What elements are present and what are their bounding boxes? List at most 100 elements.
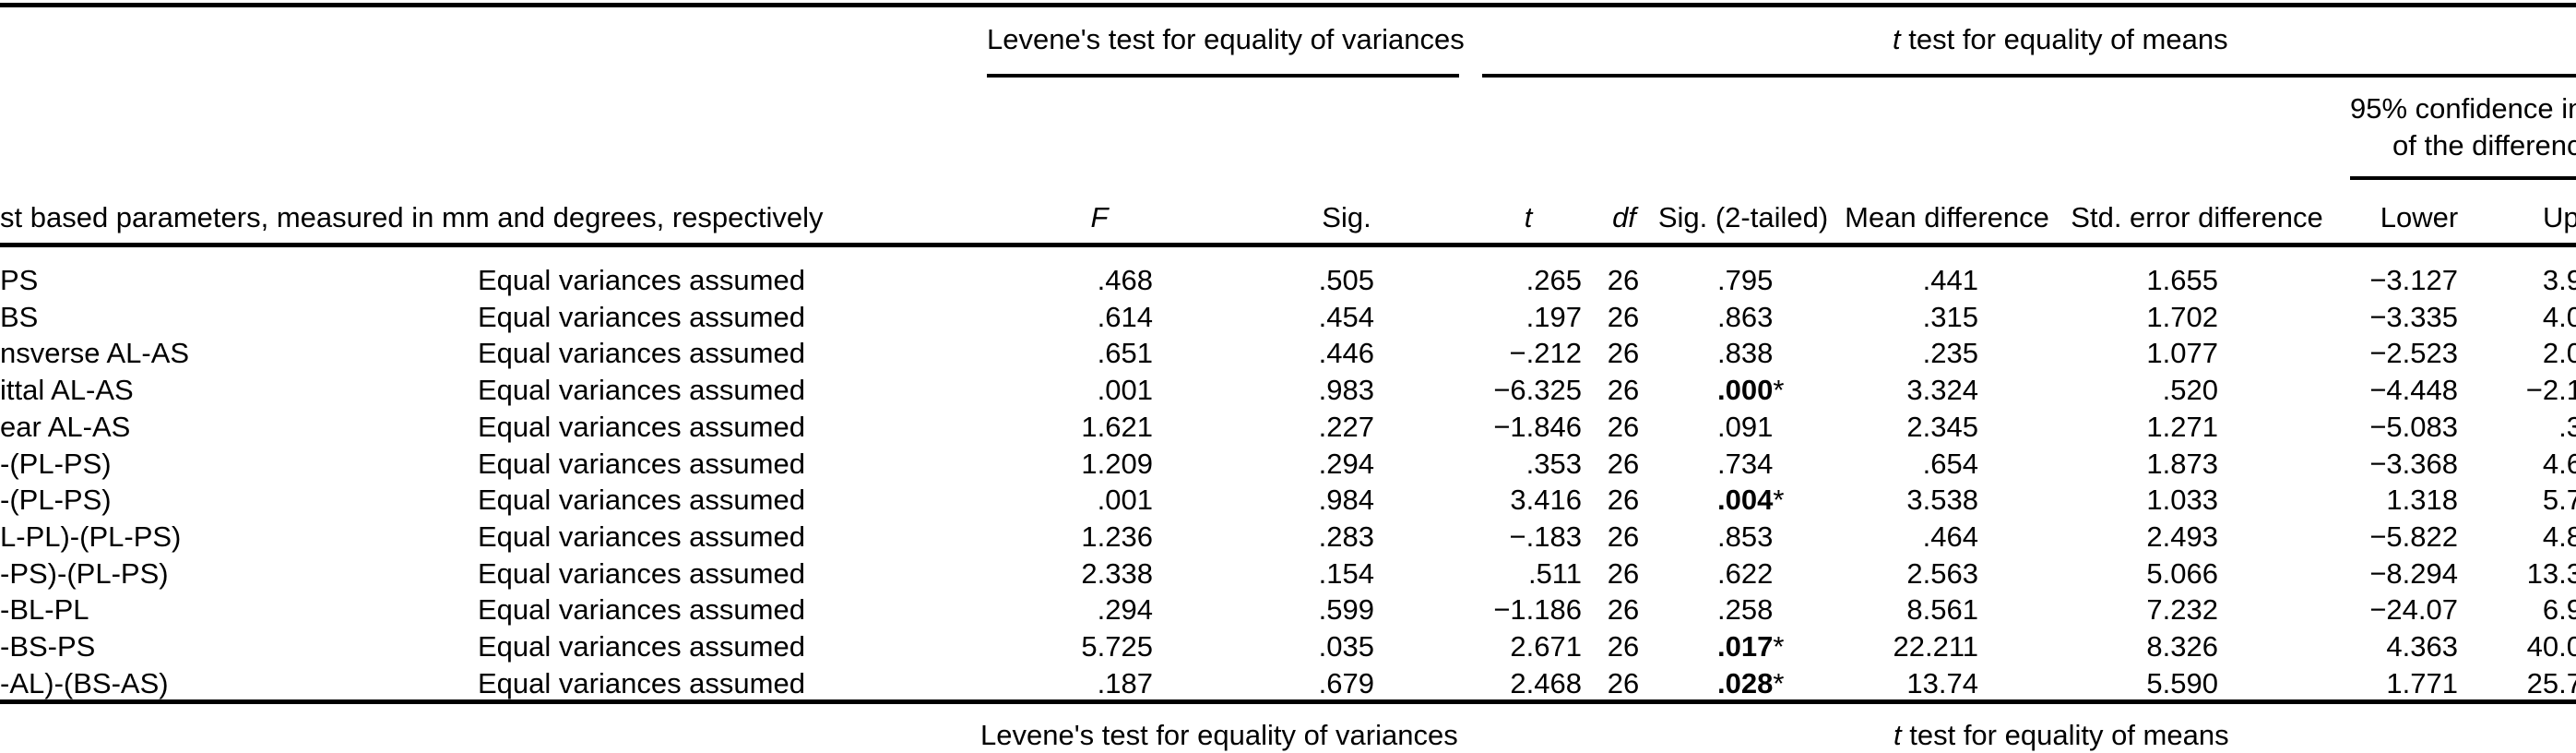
cell-f: 5.725 — [1081, 630, 1153, 663]
cell-lower: −3.127 — [2369, 264, 2458, 296]
row-label: L-PL)-(PL-PS) — [0, 520, 182, 553]
cell-variances: Equal variances assumed — [478, 520, 805, 553]
table-row: -AL)-(BS-AS) Equal variances assumed .187.… — [0, 666, 2576, 701]
table-row: -(PL-PS) Equal variances assumed .001 .984 3… — [0, 484, 2576, 518]
cell-std-error-difference: 2.493 — [2146, 520, 2218, 553]
cell-sig-2-tailed: .853 — [1717, 520, 1774, 553]
cell-mean-difference: .464 — [1922, 520, 1978, 553]
cell-variances: Equal variances assumed — [478, 337, 805, 370]
column-header-lower: Lower — [2380, 201, 2459, 233]
cell-t: .511 — [1527, 556, 1582, 590]
cell-mean-difference: 2.563 — [1906, 556, 1978, 590]
cell-upper: 4.8 — [2542, 520, 2576, 553]
cell-sig-2-tailed: .622 — [1717, 556, 1774, 590]
cell-t: −.212 — [1509, 337, 1582, 370]
table-row: PS Equal variances assumed .468 .505 .265 26.… — [0, 265, 2576, 298]
levene-spanner-label: Levene's test for equality of variances — [987, 23, 1465, 55]
cell-sig: .035 — [1318, 630, 1374, 663]
cell-sig-2-tailed: .734 — [1717, 447, 1774, 480]
column-header-mean-difference: Mean difference — [1845, 201, 2049, 233]
cell-t: .353 — [1525, 447, 1582, 480]
cell-sig: .283 — [1318, 520, 1374, 553]
cell-lower: 1.771 — [2386, 666, 2458, 699]
cell-variances: Equal variances assumed — [478, 300, 805, 333]
cell-variances: Equal variances assumed — [478, 264, 805, 296]
cell-f: .651 — [1097, 337, 1153, 370]
cell-upper: 2.0 — [2542, 337, 2576, 370]
cell-lower: −24.07 — [2369, 593, 2458, 627]
cell-sig: .983 — [1318, 374, 1374, 407]
cell-sig: .154 — [1318, 556, 1374, 590]
cell-std-error-difference: 1.655 — [2146, 264, 2218, 296]
cell-f: .468 — [1097, 264, 1153, 296]
cell-upper: 13.3 — [2526, 556, 2576, 590]
cell-std-error-difference: 7.232 — [2146, 593, 2218, 627]
column-header-parameters: st based parameters, measured in mm and … — [0, 201, 824, 233]
levene-spanner-rule — [987, 74, 1459, 78]
cell-mean-difference: 3.324 — [1906, 374, 1978, 407]
cell-f: 1.621 — [1081, 410, 1153, 443]
cell-std-error-difference: 1.271 — [2146, 410, 2218, 443]
table-row: ittal AL-AS Equal variances assumed .001 .9… — [0, 375, 2576, 408]
cell-mean-difference: .441 — [1922, 264, 1978, 296]
cell-upper: 6.9 — [2542, 593, 2576, 627]
cell-sig-2-tailed: .000* — [1717, 374, 1785, 407]
cell-std-error-difference: 1.702 — [2146, 300, 2218, 333]
cell-variances: Equal variances assumed — [478, 374, 805, 407]
table-bottom-rule — [0, 699, 2576, 704]
column-header-sig: Sig. — [1322, 201, 1371, 233]
cell-sig: .505 — [1318, 264, 1374, 296]
cell-f: .294 — [1097, 593, 1153, 627]
row-label: PS — [0, 264, 39, 296]
cell-sig-2-tailed: .017* — [1717, 630, 1785, 663]
cell-sig: .679 — [1318, 666, 1374, 699]
cell-variances: Equal variances assumed — [478, 666, 805, 699]
cell-t: −6.325 — [1493, 374, 1582, 407]
cell-std-error-difference: 8.326 — [2146, 630, 2218, 663]
cell-upper: 40.0 — [2526, 630, 2576, 663]
cell-variances: Equal variances assumed — [478, 593, 805, 627]
row-label: -BS-PS — [0, 630, 96, 663]
cell-variances: Equal variances assumed — [478, 484, 805, 517]
ci-header-line1: 95% confidence in — [2350, 92, 2576, 125]
cell-std-error-difference: 5.066 — [2146, 556, 2218, 590]
cell-std-error-difference: .520 — [2162, 374, 2218, 407]
cell-t: 3.416 — [1510, 484, 1582, 517]
cell-upper: 3.9 — [2542, 264, 2576, 296]
cell-sig: .454 — [1318, 300, 1374, 333]
cell-upper: 5.7 — [2542, 484, 2576, 517]
row-label: -(PL-PS) — [0, 447, 112, 480]
table-row: -PS)-(PL-PS) Equal variances assumed 2.338… — [0, 556, 2576, 592]
ci-spanner-rule — [2350, 176, 2576, 180]
cell-t: 2.671 — [1510, 630, 1582, 663]
cell-mean-difference: 13.74 — [1906, 666, 1978, 699]
cell-sig-2-tailed: .863 — [1717, 300, 1774, 333]
cell-upper: −2.1 — [2525, 374, 2576, 407]
row-label: -AL)-(BS-AS) — [0, 666, 169, 699]
cell-lower: −3.335 — [2369, 300, 2458, 333]
cell-upper: 4.0 — [2542, 300, 2576, 333]
cell-sig: .294 — [1318, 447, 1374, 480]
cell-f: .001 — [1097, 374, 1153, 407]
cell-mean-difference: .235 — [1922, 337, 1978, 370]
cell-std-error-difference: 1.077 — [2146, 337, 2218, 370]
row-label: -PS)-(PL-PS) — [0, 556, 169, 590]
ci-header-line2: of the differenc — [2392, 129, 2576, 161]
ttest-spanner-label: t test for equality of means — [1893, 23, 2228, 55]
cell-variances: Equal variances assumed — [478, 410, 805, 443]
cell-variances: Equal variances assumed — [478, 556, 805, 590]
cell-mean-difference: 8.561 — [1906, 593, 1978, 627]
cell-upper: 4.6 — [2542, 447, 2576, 480]
column-header-sig-2-tailed: Sig. (2-tailed) — [1657, 201, 1829, 233]
cell-df: 26 — [1607, 630, 1640, 663]
table-row: L-PL)-(PL-PS) Equal variances assumed 1.23… — [0, 520, 2576, 555]
cell-df: 26 — [1607, 410, 1640, 443]
bottom-levene-spanner-label: Levene's test for equality of variances — [980, 719, 1458, 751]
cell-sig: .227 — [1318, 410, 1374, 443]
cell-lower: −5.083 — [2369, 410, 2458, 443]
cell-std-error-difference: 1.873 — [2146, 447, 2218, 480]
row-label: ittal AL-AS — [0, 374, 134, 407]
row-label: nsverse AL-AS — [0, 337, 190, 370]
cell-variances: Equal variances assumed — [478, 447, 805, 480]
